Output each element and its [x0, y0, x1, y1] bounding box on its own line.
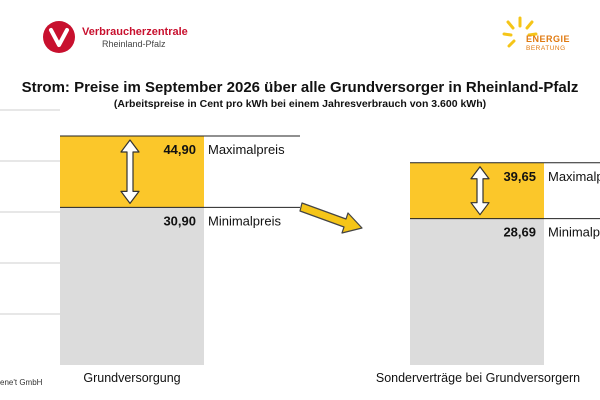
min-band-bar	[60, 207, 204, 365]
org-name: Verbraucherzentrale	[82, 26, 188, 38]
sun-rays-icon	[502, 16, 538, 48]
max-value-label: 44,90	[163, 142, 196, 157]
min-band-bar	[410, 218, 544, 365]
category-label: Sonderverträge bei Grundversorgern	[376, 371, 580, 385]
max-series-label: Maximalpreis	[208, 142, 285, 157]
max-value-label: 39,65	[503, 169, 536, 184]
range-double-arrow-icon	[470, 166, 490, 216]
min-series-label: Minimalpreis	[208, 213, 281, 228]
vz-logo-icon	[43, 21, 75, 53]
source-credit: ene't GmbH	[0, 378, 43, 387]
partner-word-energie: ENERGIE	[526, 34, 571, 44]
transition-arrow-icon	[299, 202, 363, 234]
chart-title: Strom: Preise im September 2026 über all…	[21, 79, 579, 96]
min-series-label: Minimalpreis	[548, 225, 600, 240]
energieberatung-logo: ENERGIE BERATUNG	[500, 14, 580, 60]
min-value-label: 30,90	[163, 213, 196, 228]
verbraucherzentrale-logo: Verbraucherzentrale Rheinland-Pfalz	[42, 20, 192, 56]
range-double-arrow-icon	[120, 139, 140, 205]
org-region: Rheinland-Pfalz	[102, 39, 166, 49]
min-value-label: 28,69	[503, 225, 536, 240]
partner-word-beratung: BERATUNG	[526, 45, 566, 52]
category-label: Grundversorgung	[83, 371, 180, 385]
chart-subtitle: (Arbeitspreise in Cent pro kWh bei einem…	[113, 98, 487, 110]
max-series-label: Maximalpreis	[548, 169, 600, 184]
